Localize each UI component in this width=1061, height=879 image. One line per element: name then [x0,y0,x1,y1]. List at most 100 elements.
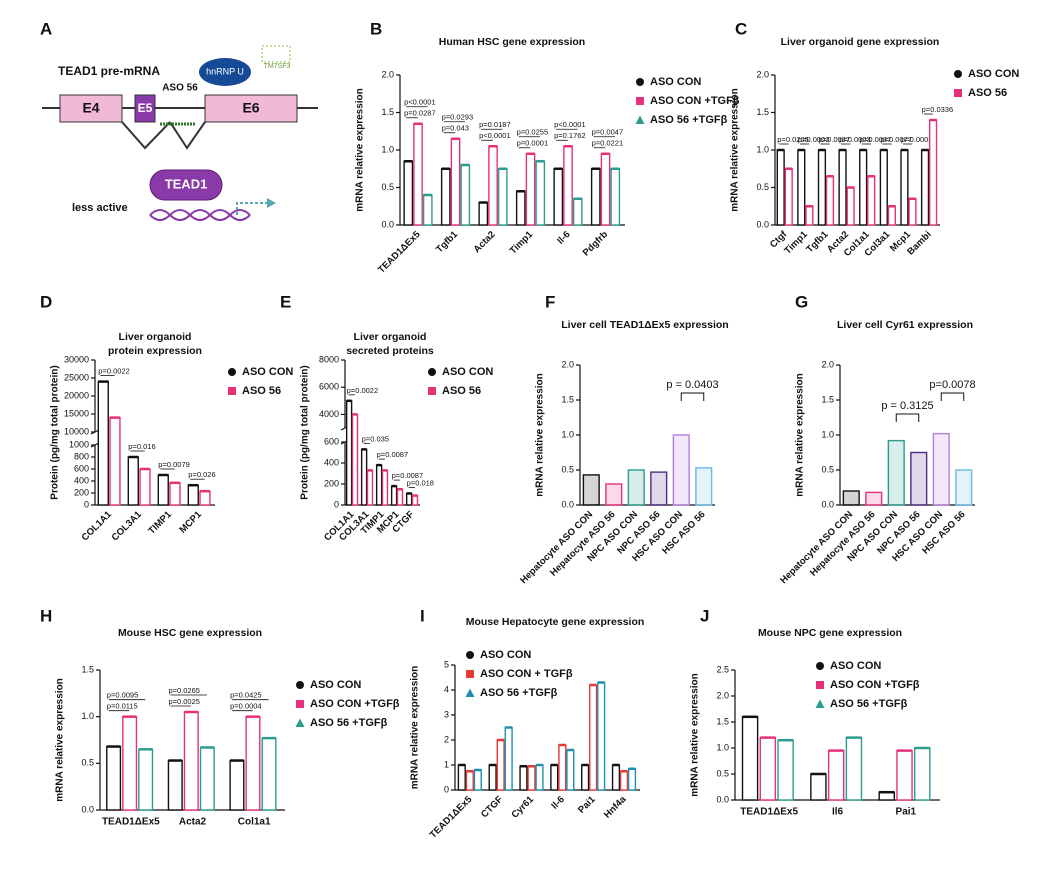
panel-letter: J [700,606,709,625]
bracket [940,392,965,401]
legend-label: ASO 56 [968,87,1007,99]
chart-title: Mouse HSC gene expression [118,627,262,639]
x-tick-label: Cyr61 [510,794,537,821]
y-tick-label: 2.0 [716,690,729,700]
legend-label: ASO CON [242,366,293,378]
y-tick-label: 1 [444,759,449,769]
p-value: p=0.018 [407,478,434,487]
x-tick-label: Col1a1 [238,817,271,828]
bar [199,746,215,811]
p-value: p=0.0037 [819,135,851,144]
bar [900,149,909,226]
y-tick-label: 5 [444,659,449,669]
chart-title: Liver organoid [119,331,192,343]
y-tick-label: 1.5 [381,107,394,117]
p-value: p=0.0265 [168,686,200,695]
bar [605,483,623,506]
panel-letter: B [370,19,382,38]
exon-label: E6 [242,100,259,116]
hnrnpu [199,58,251,86]
y-tick-label: 4000 [319,409,339,419]
bracket [895,413,920,422]
x-tick-label: Timp1 [782,229,810,257]
x-tick-label: TEAD1ΔEx5 [376,229,423,276]
p-value: p=0.0077 [880,135,912,144]
legend-label: ASO CON [650,76,701,88]
bar [515,190,526,226]
p-value: p=0.0205 [777,135,809,144]
legend-label: ASO CON [480,649,531,661]
legend-label: ASO CON + TGFβ [480,668,573,680]
y-axis-label: mRNA relative expression [535,373,546,497]
p-value: p=0.0022 [98,367,130,376]
tm7sf3-label: TM7SF3 [264,63,291,70]
y-tick-label: 0.5 [821,464,834,474]
bar [167,759,183,811]
bar [558,744,567,791]
p-value: p=0.0079 [158,460,190,469]
x-tick-label: Il6 [832,807,844,818]
y-tick-label: 200 [324,478,339,488]
bar [589,684,598,791]
p-value: p=0.0025 [168,697,200,706]
p-value: p<0.0001 [404,98,436,107]
y-tick-label: 2.0 [821,359,834,369]
arrow [236,202,267,215]
p-value: p=0.0087 [377,450,409,459]
legend-marker [466,670,474,678]
p-value: p=0.0293 [442,113,474,122]
bar [827,749,845,801]
chart: H Mouse HSC gene expression mRNA relative … [40,606,400,827]
y-tick-label: 2.0 [381,69,394,79]
bar [887,439,905,506]
chart-title: Liver organoid gene expression [781,36,940,48]
y-tick-label: 6000 [319,382,339,392]
y-axis-label: mRNA relative expression [55,678,66,802]
y-axis-label: mRNA relative expression [730,88,741,212]
panel-letter: C [735,19,747,38]
bar [566,749,575,791]
bar [519,765,528,791]
legend-marker [816,662,824,670]
bar [805,205,814,226]
p-value: p=0.0095 [107,691,138,700]
bar [109,416,121,506]
y-axis-label: Protein (pg/mg total protein) [300,365,311,499]
bar [741,716,759,801]
y-tick-label: 1000 [69,439,89,449]
bar [600,153,611,226]
legend-marker [954,89,962,97]
bar [928,119,938,226]
x-tick-label: TEAD1ΔEx5 [740,807,798,818]
bar [896,749,913,801]
exon-label: E5 [138,101,153,115]
x-tick-label: Tgfb1 [804,229,831,256]
p-value: p = 0.3125 [881,400,933,412]
bar [842,490,860,506]
legend-label: ASO CON +TGFβ [310,698,400,710]
panel-letter: G [795,292,808,311]
bar [590,168,601,226]
legend-marker [465,688,475,697]
y-tick-label: 1.5 [821,394,834,404]
panel-letter: A [40,19,52,38]
y-tick-label: 0.5 [756,182,769,192]
legend-label: ASO CON [442,366,493,378]
y-tick-label: 1.5 [561,394,574,404]
legend-marker [228,387,236,395]
bar [619,770,629,791]
y-tick-label: 0.0 [821,499,834,509]
y-tick-label: 0 [444,784,449,794]
y-tick-label: 0 [84,499,89,509]
x-tick-label: Il-6 [555,229,572,246]
bar [488,764,497,791]
panel-letter: E [280,292,291,311]
chart-title: Human HSC gene expression [439,36,585,48]
bar [187,484,199,506]
bar [550,764,559,791]
chart: I Mouse Hepatocyte gene expression mRNA re… [410,606,645,840]
bar [403,160,414,226]
p-value: p<0.0001 [554,120,586,129]
y-tick-label: 4 [444,684,449,694]
y-tick-label: 2.0 [561,359,574,369]
